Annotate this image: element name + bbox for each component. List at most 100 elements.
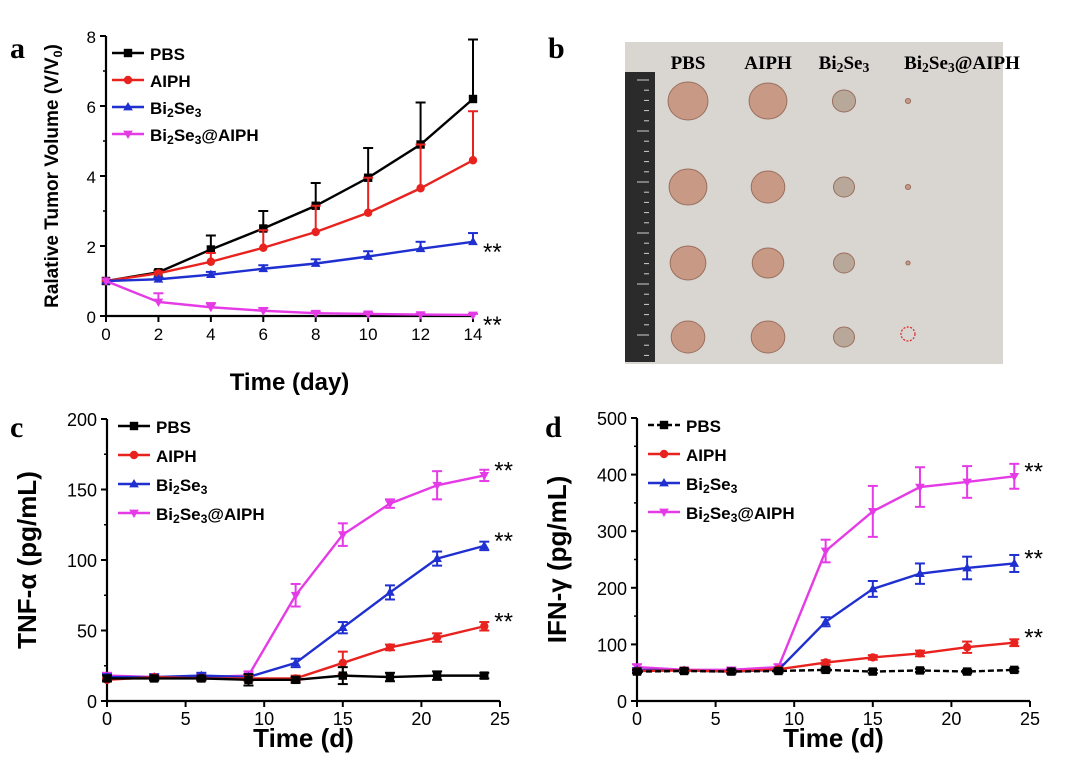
series-pbs xyxy=(102,666,490,687)
data-point xyxy=(153,298,164,308)
x-tick-label: 15 xyxy=(333,709,353,729)
photo-label-pbs: PBS xyxy=(671,53,706,74)
y-tick-label: 0 xyxy=(87,692,97,712)
y-tick-label: 200 xyxy=(67,410,97,430)
legend-marker xyxy=(129,421,139,431)
y-tick-label: 400 xyxy=(597,466,627,486)
x-tick-label: 25 xyxy=(490,709,510,729)
legend-entry-pbs: PBS xyxy=(112,45,185,64)
legend-entry-bi2se3: Bi2Se3 xyxy=(112,99,202,120)
legend-label: Bi2Se3@AIPH xyxy=(156,505,265,526)
legend-entry-aiph: AIPH xyxy=(118,447,197,466)
x-tick-label: 2 xyxy=(154,325,163,344)
data-point xyxy=(206,257,216,266)
data-point xyxy=(962,667,972,676)
tumor xyxy=(905,260,911,266)
data-point xyxy=(385,643,395,652)
tumor xyxy=(667,81,709,121)
data-point xyxy=(868,653,877,662)
significance-annotation: ** xyxy=(494,608,513,635)
tumor xyxy=(668,168,708,206)
data-point xyxy=(432,553,442,562)
legend-marker xyxy=(123,48,133,58)
panel-letter: b xyxy=(548,32,565,65)
ruler xyxy=(625,72,655,362)
series-line xyxy=(105,159,474,283)
y-tick-label: 300 xyxy=(597,522,627,542)
data-point xyxy=(259,243,268,252)
legend-entry-aiph: AIPH xyxy=(112,72,191,91)
legend-label: PBS xyxy=(686,417,721,436)
legend-marker xyxy=(123,75,133,85)
data-point xyxy=(479,540,490,550)
data-point xyxy=(385,500,395,509)
tumor xyxy=(833,252,855,274)
data-point xyxy=(820,547,831,557)
y-tick-label: 8 xyxy=(87,28,96,47)
data-point xyxy=(244,675,253,685)
photo-label-aiph: AIPH xyxy=(744,53,792,74)
series-bi2se3 xyxy=(101,232,478,285)
x-tick-label: 8 xyxy=(311,325,320,344)
legend-label: AIPH xyxy=(686,446,727,465)
x-tick-label: 5 xyxy=(181,709,191,729)
series-aiph xyxy=(101,110,478,286)
data-point xyxy=(868,667,877,676)
data-point xyxy=(290,657,301,667)
legend-marker xyxy=(129,450,139,460)
legend-marker xyxy=(659,420,669,430)
data-point xyxy=(363,251,373,260)
data-point xyxy=(311,227,320,237)
panel-a-tumor-volume-chart: a 0 2 4 6 8 10 12 14 0 2 4 6 8 Time (day) Ralative Tumo… xyxy=(10,28,502,396)
data-point xyxy=(385,587,395,596)
data-point xyxy=(206,303,216,313)
series-line xyxy=(106,625,485,682)
y-axis-label: TNF-α (pg/mL) xyxy=(12,471,42,649)
data-point xyxy=(258,307,269,316)
series-bi2se3 xyxy=(632,553,1020,675)
legend-entry-bi2se3: Bi2Se3 xyxy=(118,476,208,497)
series-bi2se3-aiph xyxy=(101,277,478,320)
x-tick-label: 0 xyxy=(101,325,110,344)
data-point xyxy=(679,666,689,676)
panel-d-ifn-gamma-chart: d 0 5 10 15 20 25 0 100 200 300 400 500 Time (d) IFN-γ… xyxy=(542,409,1043,753)
data-point xyxy=(962,562,972,572)
legend-entry-bi2se3-aiph: Bi2Se3@AIPH xyxy=(118,505,265,526)
data-point xyxy=(385,672,395,682)
data-point xyxy=(363,208,373,217)
data-point xyxy=(206,269,216,279)
x-axis-label: Time (d) xyxy=(253,723,354,753)
x-tick-label: 20 xyxy=(411,709,431,729)
data-point xyxy=(480,622,489,631)
data-point xyxy=(310,258,321,267)
tumor xyxy=(748,82,788,120)
data-point xyxy=(101,277,111,287)
panel-letter: d xyxy=(545,411,562,444)
x-tick-label: 10 xyxy=(784,709,804,729)
tumor xyxy=(904,98,912,104)
data-point xyxy=(258,263,269,273)
x-tick-label: 6 xyxy=(259,325,268,344)
y-tick-label: 100 xyxy=(67,551,97,571)
significance-annotation: ** xyxy=(1024,625,1043,652)
data-point xyxy=(153,274,164,283)
data-point xyxy=(820,616,831,626)
legend-marker xyxy=(129,509,139,519)
y-tick-label: 200 xyxy=(597,579,627,599)
data-point xyxy=(468,311,478,320)
data-point xyxy=(468,236,478,246)
x-tick-label: 25 xyxy=(1020,709,1040,729)
data-point xyxy=(310,309,321,319)
tumor xyxy=(670,320,706,354)
panel-b-tumor-photo: b PBS AIPH Bi2Se3 Bi2Se3@AIPH xyxy=(548,32,1020,364)
significance-annotation: ** xyxy=(494,457,513,484)
data-point xyxy=(259,224,268,233)
data-point xyxy=(415,311,426,320)
legend-label: AIPH xyxy=(156,447,197,466)
tumor xyxy=(904,184,912,190)
y-tick-label: 0 xyxy=(87,308,96,327)
legend-marker xyxy=(123,130,133,140)
x-tick-label: 0 xyxy=(102,709,112,729)
data-point xyxy=(867,508,878,517)
legend-label: Bi2Se3 xyxy=(686,475,738,496)
